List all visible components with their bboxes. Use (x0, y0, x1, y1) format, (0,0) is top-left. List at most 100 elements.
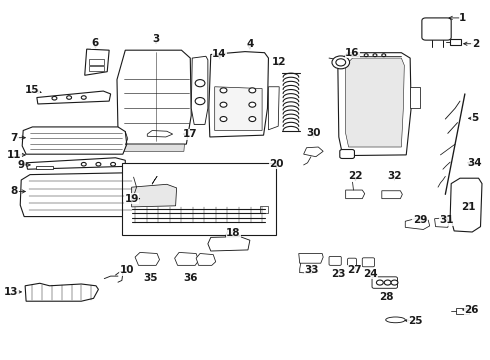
Circle shape (249, 117, 256, 122)
Text: 29: 29 (413, 215, 427, 225)
Text: 34: 34 (467, 158, 482, 168)
Polygon shape (37, 91, 111, 104)
Text: 36: 36 (183, 273, 197, 283)
Text: 20: 20 (269, 159, 284, 169)
FancyBboxPatch shape (362, 258, 374, 267)
Circle shape (220, 102, 227, 107)
Text: 24: 24 (363, 269, 377, 279)
Text: 4: 4 (246, 40, 253, 49)
Text: 8: 8 (11, 186, 18, 197)
Text: 35: 35 (143, 273, 157, 283)
Bar (122, 163, 276, 234)
Text: 1: 1 (459, 13, 466, 23)
Circle shape (373, 54, 377, 57)
Text: 26: 26 (465, 305, 479, 315)
Polygon shape (174, 252, 198, 265)
Polygon shape (269, 87, 279, 130)
Polygon shape (191, 56, 208, 125)
Text: 15: 15 (24, 85, 39, 95)
Circle shape (111, 162, 116, 166)
Text: 10: 10 (120, 265, 134, 275)
Polygon shape (36, 166, 53, 169)
Text: 14: 14 (212, 49, 227, 59)
Polygon shape (20, 173, 135, 217)
Bar (260, 206, 269, 213)
Circle shape (195, 98, 205, 105)
Polygon shape (147, 131, 172, 137)
Circle shape (52, 96, 57, 100)
Text: 11: 11 (7, 150, 22, 160)
Text: 30: 30 (306, 129, 320, 138)
Circle shape (249, 88, 256, 93)
Polygon shape (135, 252, 159, 265)
Polygon shape (299, 253, 323, 263)
Text: 2: 2 (472, 39, 479, 49)
Circle shape (249, 102, 256, 107)
Polygon shape (338, 53, 411, 156)
Text: 13: 13 (4, 287, 19, 297)
Polygon shape (117, 50, 191, 144)
Bar (450, 39, 461, 45)
Polygon shape (450, 178, 482, 232)
Polygon shape (26, 158, 125, 169)
FancyBboxPatch shape (422, 18, 451, 40)
Text: 7: 7 (11, 133, 18, 143)
Polygon shape (304, 147, 323, 157)
Text: 5: 5 (471, 113, 478, 123)
Text: 31: 31 (439, 215, 454, 225)
Circle shape (376, 280, 383, 285)
FancyBboxPatch shape (347, 258, 356, 266)
Circle shape (96, 162, 101, 166)
Text: 28: 28 (379, 292, 394, 302)
Polygon shape (22, 127, 127, 154)
Text: 9: 9 (18, 160, 25, 170)
Bar (456, 308, 469, 314)
Text: 12: 12 (272, 57, 287, 67)
Polygon shape (345, 190, 365, 199)
Polygon shape (209, 51, 269, 137)
Circle shape (81, 162, 86, 166)
Text: 21: 21 (462, 202, 476, 212)
Circle shape (195, 80, 205, 87)
Polygon shape (208, 237, 250, 251)
Circle shape (364, 54, 368, 57)
Polygon shape (85, 49, 109, 75)
Text: 6: 6 (92, 38, 99, 48)
FancyBboxPatch shape (329, 256, 341, 265)
Circle shape (81, 96, 86, 99)
Circle shape (382, 54, 386, 57)
Text: 19: 19 (124, 194, 139, 204)
Polygon shape (25, 283, 98, 301)
Polygon shape (435, 218, 449, 227)
Ellipse shape (386, 317, 405, 323)
Text: 23: 23 (332, 269, 346, 279)
FancyBboxPatch shape (372, 277, 397, 288)
FancyBboxPatch shape (340, 149, 354, 158)
Text: 32: 32 (387, 171, 402, 181)
Circle shape (336, 59, 345, 66)
Text: 25: 25 (408, 316, 422, 325)
Circle shape (220, 117, 227, 122)
Text: 27: 27 (347, 265, 362, 275)
Polygon shape (132, 184, 176, 207)
Circle shape (355, 54, 359, 57)
Polygon shape (215, 87, 262, 131)
Bar (89, 59, 104, 64)
Circle shape (391, 280, 398, 285)
Circle shape (384, 280, 391, 285)
Polygon shape (382, 191, 402, 199)
Text: 33: 33 (304, 265, 319, 275)
Circle shape (67, 96, 72, 99)
Polygon shape (196, 253, 216, 265)
Polygon shape (345, 58, 404, 147)
Polygon shape (124, 144, 184, 151)
Text: 3: 3 (152, 34, 160, 44)
Circle shape (332, 56, 349, 69)
Text: 16: 16 (345, 48, 360, 58)
Bar (410, 87, 420, 108)
Text: 18: 18 (226, 228, 241, 238)
Circle shape (220, 88, 227, 93)
Bar (89, 66, 104, 71)
Text: 22: 22 (348, 171, 363, 181)
Text: 17: 17 (183, 129, 197, 139)
